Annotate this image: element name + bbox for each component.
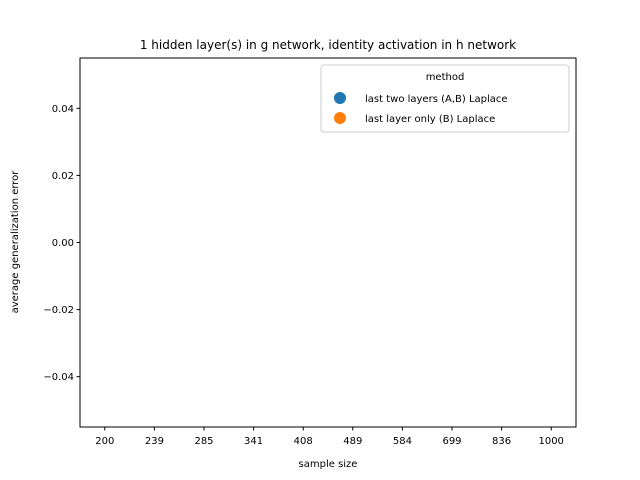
x-tick-label: 584 [393,436,412,447]
legend-entry: last two layers (A,B) Laplace [365,94,508,105]
x-tick-label: 285 [194,436,213,447]
plot-area: −0.04 −0.02 0.00 0.02 0.04 200 239 285 341 408 489… [43,57,577,447]
legend-frame [320,64,570,133]
legend: method last two layers (A,B) Laplace last… [320,64,570,133]
y-tick-label: −0.02 [43,305,74,316]
x-tick-label: 1000 [538,436,563,447]
x-axis-label: sample size [299,459,358,470]
legend-marker [334,112,346,124]
x-tick-label: 699 [442,436,461,447]
y-tick-label: 0.04 [52,104,74,115]
y-tick-label: −0.04 [43,372,74,383]
x-tick-label: 200 [95,436,114,447]
y-tick-label: 0.02 [52,171,74,182]
legend-marker [334,92,346,104]
x-tick-label: 341 [244,436,263,447]
chart-title: 1 hidden layer(s) in g network, identity… [140,38,516,52]
x-tick-label: 489 [343,436,362,447]
x-tick-label: 239 [145,436,164,447]
legend-title: method [426,72,465,83]
y-axis-label: average generalization error [10,170,21,314]
legend-entry: last layer only (B) Laplace [365,114,495,125]
y-tick-label: 0.00 [52,238,74,249]
x-tick-label: 408 [294,436,313,447]
x-tick-label: 836 [492,436,511,447]
